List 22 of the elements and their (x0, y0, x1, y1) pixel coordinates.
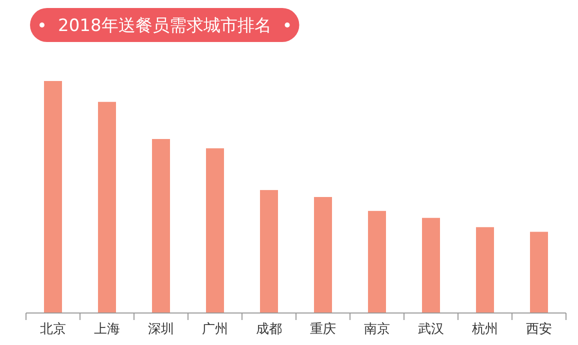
bar (98, 102, 116, 313)
bar (260, 190, 278, 313)
x-tick-label: 成都 (256, 322, 282, 337)
bar (206, 148, 224, 313)
x-tick-label: 南京 (364, 322, 390, 337)
bar (368, 210, 386, 313)
x-tick-label: 上海 (94, 322, 120, 337)
chart-title: 2018年送餐员需求城市排名 (58, 16, 272, 36)
bar (314, 197, 332, 313)
bar (476, 227, 494, 313)
bar (530, 232, 548, 313)
x-tick-label: 西安 (526, 321, 552, 337)
x-tick-label: 杭州 (471, 322, 498, 337)
x-tick-label: 重庆 (310, 322, 336, 337)
x-tick-label: 广州 (202, 322, 228, 337)
title: 2018年送餐员需求城市排名 (30, 8, 300, 42)
x-tick-label: 武汉 (418, 322, 444, 337)
x-tick-label: 北京 (40, 322, 66, 337)
x-tick-label: 深圳 (148, 322, 174, 337)
bar (44, 81, 62, 313)
bar (152, 139, 170, 313)
bar (422, 218, 440, 313)
